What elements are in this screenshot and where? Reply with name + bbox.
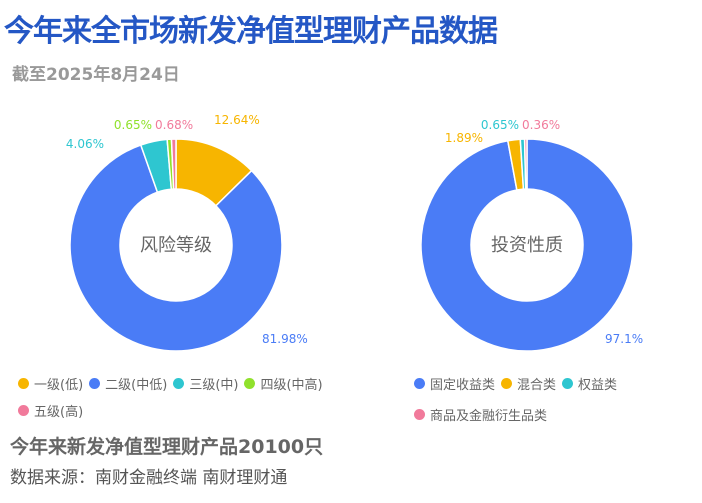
legend-dot-icon: [18, 378, 29, 389]
legend-item[interactable]: 四级(中高): [244, 374, 323, 393]
legend-dot-icon: [562, 378, 574, 389]
legend-dot-icon: [414, 378, 425, 389]
legend-item[interactable]: 二级(中低): [89, 374, 167, 393]
legend-label: 二级(中低): [105, 378, 168, 393]
legend-item[interactable]: 一级(低): [18, 374, 83, 393]
legend-dot-icon: [173, 378, 185, 389]
legend-dot-icon: [414, 409, 425, 420]
slice-label: 81.98%: [262, 332, 308, 346]
legend-label: 五级(高): [34, 405, 84, 420]
legend-item[interactable]: 混合类: [501, 374, 556, 393]
legend-item[interactable]: 固定收益类: [414, 374, 495, 393]
legend-item[interactable]: 商品及金融衍生品类: [414, 405, 547, 424]
legend-label: 混合类: [517, 378, 557, 393]
legend-item[interactable]: 五级(高): [18, 401, 83, 420]
legend-label: 一级(低): [34, 378, 84, 393]
legend-dot-icon: [244, 378, 256, 389]
page-title: 今年来全市场新发净值型理财产品数据: [4, 14, 498, 49]
donut-slice: [69, 144, 283, 352]
legend-label: 三级(中): [189, 378, 239, 393]
date-subtitle: 截至2025年8月24日: [12, 65, 180, 85]
donut-slice: [523, 138, 528, 190]
risk-legend: 一级(低) 二级(中低) 三级(中) 四级(中高) 五级(高): [18, 374, 358, 420]
legend-label: 四级(中高): [260, 378, 323, 393]
slice-label: 0.65%: [114, 118, 152, 132]
slice-label: 0.65%: [481, 118, 519, 132]
center-label: 投资性质: [491, 235, 563, 256]
slice-label: 4.06%: [66, 137, 104, 151]
legend-dot-icon: [18, 405, 29, 416]
legend-item[interactable]: 权益类: [562, 374, 617, 393]
slice-label: 97.1%: [605, 332, 643, 346]
type-legend: 固定收益类 混合类 权益类商品及金融衍生品类: [414, 374, 674, 424]
slice-label: 12.64%: [214, 113, 260, 127]
slice-label: 1.89%: [445, 131, 483, 145]
legend-dot-icon: [501, 378, 513, 389]
center-label: 风险等级: [140, 235, 212, 256]
legend-label: 商品及金融衍生品类: [430, 409, 548, 424]
slice-label: 0.68%: [155, 118, 193, 132]
legend-label: 固定收益类: [430, 378, 496, 393]
legend-item[interactable]: 三级(中): [173, 374, 238, 393]
source-text: 数据来源：南财金融终端 南财理财通: [10, 468, 288, 488]
summary-text: 今年来新发净值型理财产品20100只: [10, 436, 324, 458]
legend-label: 权益类: [578, 378, 618, 393]
slice-label: 0.36%: [522, 118, 560, 132]
donut-slice: [170, 138, 177, 190]
legend-dot-icon: [89, 378, 101, 389]
donut-slice: [420, 138, 634, 352]
